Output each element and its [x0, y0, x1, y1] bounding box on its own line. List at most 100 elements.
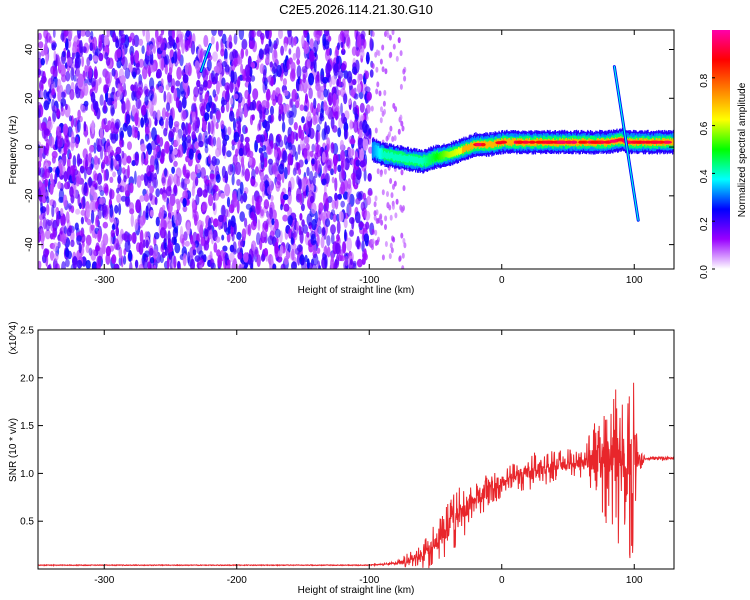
- spectrogram-noise-cell: [269, 207, 273, 220]
- spectrogram-noise-cell: [65, 71, 71, 82]
- spectrogram-noise-cell: [301, 116, 305, 124]
- spectrogram-noise-cell: [336, 78, 340, 87]
- spectrogram-noise-cell: [293, 231, 297, 238]
- spectrogram-noise-cell: [255, 202, 261, 215]
- spectrogram-noise-cell: [362, 158, 367, 167]
- spectrogram-noise-cell: [359, 102, 365, 113]
- spectrogram-noise-cell: [244, 64, 251, 78]
- colorbar-bar: [712, 30, 730, 269]
- spectrogram-ridge-cell: [509, 138, 511, 144]
- spectrogram-noise-cell: [212, 202, 216, 212]
- spectrogram-noise-cell: [137, 86, 143, 96]
- spectrogram-noise-cell: [134, 259, 139, 269]
- spectrogram-noise-cell: [310, 233, 317, 246]
- spectrogram-ridge-cell: [534, 140, 536, 147]
- spectrogram-noise-cell: [150, 169, 155, 183]
- spectrogram-noise-cell: [97, 230, 102, 243]
- spectrogram-noise-cell: [328, 35, 332, 42]
- spectrogram-noise-cell: [141, 45, 145, 55]
- spectrogram-noise-cell: [272, 62, 278, 74]
- spectrogram-noise-cell: [45, 54, 49, 65]
- spectrogram-noise-cell: [333, 162, 337, 175]
- spectrogram-noise-cell: [286, 59, 291, 71]
- spectrogram-noise-cell: [85, 208, 91, 219]
- spectrogram-ridge-cell: [450, 151, 452, 157]
- spectrogram-noise-cell: [73, 185, 76, 199]
- spectrogram-ridge-hotspot: [609, 139, 618, 143]
- spectrogram-noise-cell: [247, 254, 252, 265]
- spectrogram-noise-cell: [330, 224, 336, 235]
- spectrogram-noise-cell: [287, 215, 293, 226]
- spectrogram-noise-cell: [113, 98, 118, 110]
- spectrogram-noise-cell: [308, 87, 313, 100]
- spectrogram-noise-cell: [49, 250, 55, 261]
- spectrogram-ridge-cell: [454, 150, 456, 157]
- spectrogram-noise-cell: [131, 90, 136, 101]
- spectrogram-noise-cell: [395, 55, 399, 62]
- spectrogram-noise-cell: [179, 226, 184, 239]
- spectrogram-noise-cell: [249, 38, 255, 50]
- spectrogram-noise-cell: [182, 205, 188, 213]
- spectrogram-noise-cell: [106, 97, 113, 106]
- spectrogram-noise-cell: [97, 157, 101, 165]
- spectrogram-noise-cell: [161, 57, 165, 71]
- spectrogram-noise-cell: [240, 48, 244, 60]
- spectrogram-noise-cell: [385, 135, 389, 142]
- spectrogram-noise-cell: [172, 148, 178, 155]
- spectrogram-noise-cell: [175, 36, 179, 44]
- spectrogram-noise-cell: [60, 213, 66, 227]
- spectrogram-noise-cell: [111, 86, 116, 96]
- spectrogram-noise-cell: [137, 130, 140, 141]
- spectrogram-noise-cell: [366, 195, 372, 206]
- spectrogram-noise-cell: [88, 176, 92, 189]
- spectrogram-noise-cell: [146, 202, 151, 211]
- spectrogram-noise-cell: [167, 220, 173, 230]
- spectrogram-noise-cell: [207, 54, 213, 61]
- spectrogram-ridge-hotspot: [662, 140, 673, 144]
- spectrogram-noise-cell: [349, 229, 354, 237]
- spectrogram-noise-cell: [51, 88, 55, 96]
- spectrogram-noise-cell: [251, 114, 255, 121]
- spectrogram-noise-cell: [361, 240, 365, 253]
- spectrogram-ridge-cell: [430, 156, 432, 163]
- spectrogram-noise-cell: [149, 257, 155, 264]
- spectrogram-noise-cell: [168, 37, 175, 47]
- spectrogram-ridge-cell: [431, 154, 433, 161]
- spectrogram-noise-cell: [122, 122, 128, 132]
- spectrogram-noise-cell: [46, 203, 50, 216]
- spectrogram-noise-cell: [55, 207, 60, 215]
- spectrogram-noise-cell: [200, 236, 205, 247]
- spectrogram-noise-cell: [397, 128, 401, 135]
- spectrogram-noise-cell: [103, 84, 108, 94]
- spectrogram-noise-cell: [400, 120, 404, 127]
- spectrogram-noise-cell: [313, 59, 317, 73]
- spectrogram-noise-cell: [110, 134, 117, 144]
- spectrogram-noise-cell: [103, 183, 109, 193]
- spectrogram-noise-cell: [162, 49, 167, 57]
- spectrogram-noise-cell: [110, 157, 114, 171]
- spectrogram-noise-cell: [94, 201, 99, 210]
- spectrogram-noise-cell: [41, 84, 44, 91]
- spectrogram-noise-cell: [375, 49, 379, 56]
- spectrogram-noise-cell: [168, 115, 174, 129]
- spectrogram-noise-cell: [299, 104, 305, 111]
- spectrogram-noise-cell: [318, 202, 324, 212]
- spectrogram-noise-cell: [98, 77, 102, 84]
- spectrogram-noise-cell: [238, 263, 242, 269]
- spectrogram-noise-cell: [167, 230, 171, 244]
- spectrogram-noise-cell: [371, 63, 375, 69]
- spectrogram-noise-cell: [389, 125, 393, 132]
- spectrogram-ridge-cell: [392, 153, 394, 160]
- spectrogram-noise-cell: [289, 249, 296, 261]
- spectrogram-noise-cell: [348, 98, 352, 106]
- spectrogram-noise-cell: [277, 93, 283, 106]
- spectrogram-noise-cell: [310, 202, 317, 215]
- spectrogram-noise-cell: [376, 81, 380, 88]
- spectrogram-noise-cell: [160, 30, 165, 36]
- spectrogram-noise-cell: [286, 135, 292, 143]
- spectrogram-noise-cell: [85, 103, 88, 111]
- spectrogram-noise-cell: [280, 263, 286, 269]
- spectrogram-noise-cell: [302, 73, 306, 84]
- spectrogram-ridge-cell: [403, 155, 405, 161]
- spectrogram-noise-cell: [98, 52, 104, 62]
